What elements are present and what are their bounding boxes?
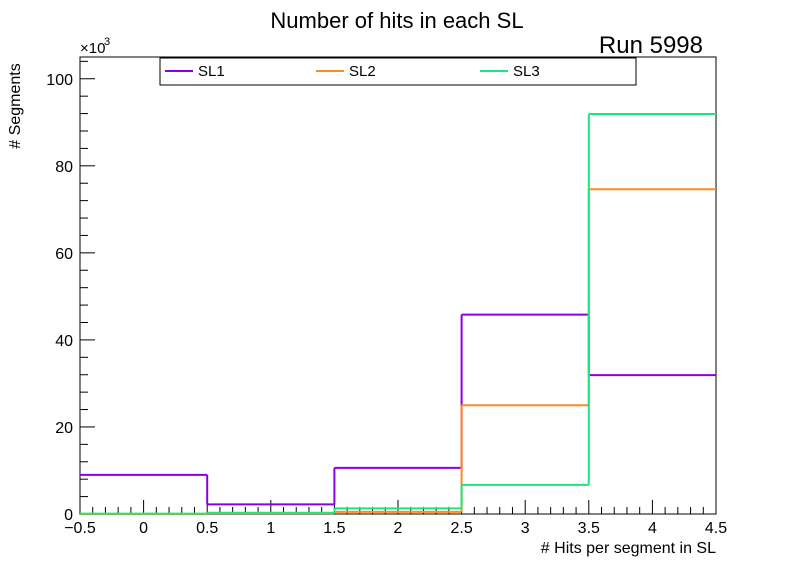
y-tick-label: 100 — [46, 72, 73, 89]
series-sl1 — [80, 313, 716, 506]
x-tick-label: −0.5 — [64, 520, 96, 537]
run-label: Run 5998 — [599, 32, 703, 59]
y-axis-title: # Segments — [7, 63, 24, 148]
chart-title: Number of hits in each SL — [270, 8, 523, 33]
legend-entry-sl1: SL1 — [165, 63, 225, 80]
legend-entry-sl2: SL2 — [316, 63, 376, 80]
x-tick-label: 3 — [521, 520, 530, 537]
x-tick-label: 1 — [266, 520, 275, 537]
x-tick-label: 0.5 — [196, 520, 218, 537]
series-sl3 — [80, 113, 716, 515]
plot-frame — [79, 56, 717, 515]
x-tick-label: 2.5 — [450, 520, 472, 537]
series-sl2 — [80, 188, 716, 515]
y-axis-multiplier: ×10 3 — [80, 36, 110, 57]
x-tick-label: 1.5 — [323, 520, 345, 537]
y-tick-label: 20 — [55, 420, 73, 437]
legend-label: SL2 — [349, 63, 376, 80]
legend-label: SL3 — [513, 63, 540, 80]
x-tick-label: 4 — [648, 520, 657, 537]
y-tick-label: 0 — [64, 507, 73, 524]
legend-box — [159, 57, 637, 86]
x-axis-ticks: −0.5 0 0.5 1 1.5 2 2.5 3 3.5 4 4.5 — [64, 500, 727, 537]
y-tick-label: 40 — [55, 333, 73, 350]
legend-label: SL1 — [198, 63, 225, 80]
y-multiplier-base: ×10 — [80, 40, 105, 57]
y-axis-ticks: 0 20 40 60 80 100 — [46, 60, 95, 524]
x-axis-title: # Hits per segment in SL — [541, 540, 716, 557]
x-tick-label: 3.5 — [578, 520, 600, 537]
x-tick-label: 4.5 — [705, 520, 727, 537]
legend-entry-sl3: SL3 — [480, 63, 540, 80]
x-tick-label: 2 — [394, 520, 403, 537]
y-tick-label: 60 — [55, 246, 73, 263]
y-tick-label: 80 — [55, 159, 73, 176]
x-tick-label: 0 — [139, 520, 148, 537]
legend: SL1 SL2 SL3 — [159, 57, 637, 86]
histogram-series — [80, 113, 716, 515]
plot-border — [79, 56, 717, 515]
y-multiplier-exponent: 3 — [104, 36, 110, 48]
